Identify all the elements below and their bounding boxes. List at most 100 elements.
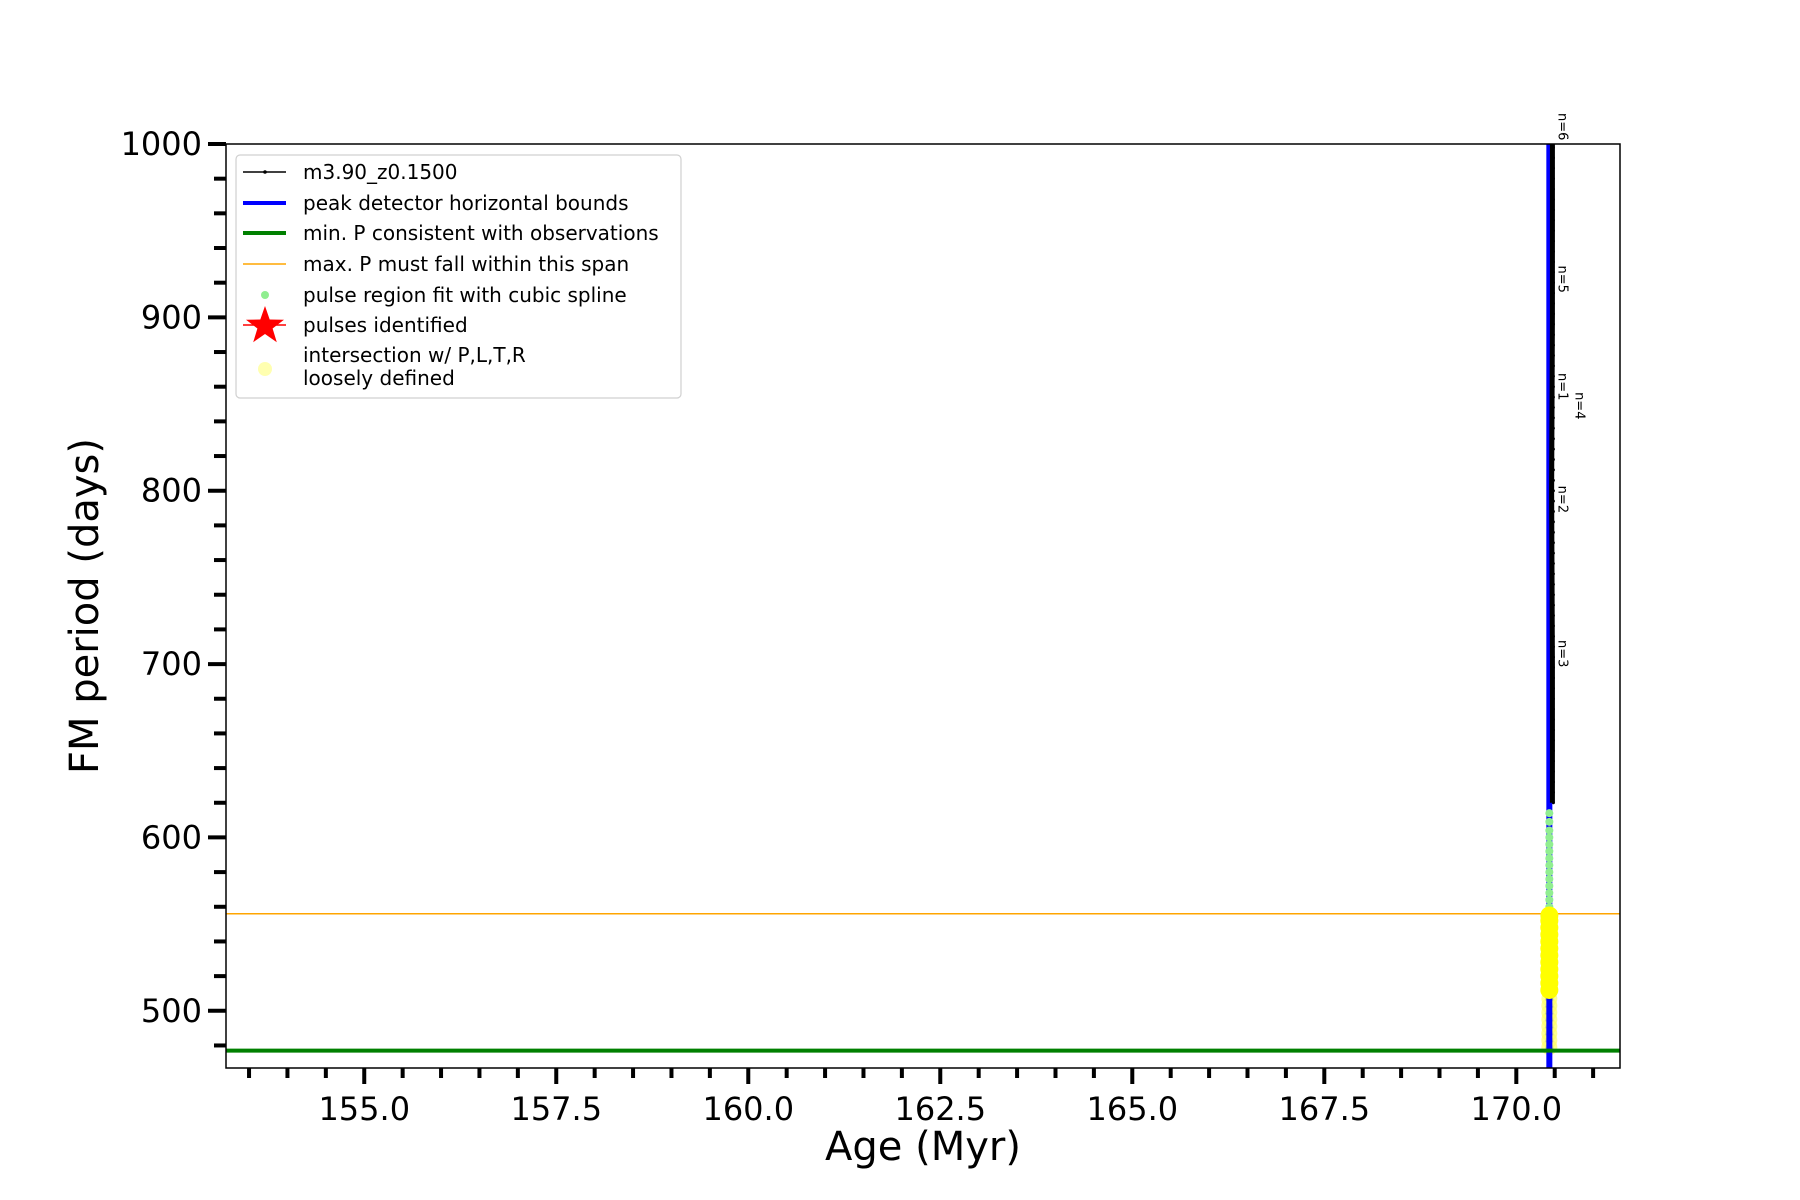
model-track-point [1551, 624, 1555, 628]
model-track-point [1551, 655, 1555, 659]
model-track-point [1551, 582, 1555, 586]
model-track-point [1551, 593, 1555, 597]
model-track-point [1551, 395, 1555, 399]
x-axis-label: Age (Myr) [825, 1124, 1021, 1170]
x-tick-label: 170.0 [1471, 1090, 1563, 1128]
mode-annotation: n=3 [1555, 640, 1570, 667]
y-tick-label: 900 [141, 298, 202, 336]
pulse-region-point [1545, 875, 1554, 884]
model-track-point [1551, 468, 1555, 472]
mode-annotation: n=4 [1572, 392, 1587, 419]
model-track-point [1551, 520, 1555, 524]
model-track-point [1551, 541, 1555, 545]
mode-annotation: n=2 [1555, 486, 1570, 513]
model-track-point [1551, 260, 1555, 264]
model-track-point [1551, 572, 1555, 576]
model-track-point [1551, 780, 1555, 784]
model-track-point [1551, 301, 1555, 305]
model-track-point [1551, 458, 1555, 462]
model-track-point [1551, 686, 1555, 690]
model-track-point [1551, 530, 1555, 534]
model-track-point [1551, 551, 1555, 555]
model-track-point [1551, 437, 1555, 441]
model-track-point [1551, 770, 1555, 774]
legend-label: loosely defined [303, 366, 455, 390]
legend-box [235, 154, 682, 399]
model-track-point [1551, 603, 1555, 607]
model-track-point [1551, 728, 1555, 732]
pulse-region-point [1545, 833, 1554, 842]
legend-label: max. P must fall within this span [303, 252, 629, 276]
model-track-point [1551, 478, 1555, 482]
model-track-point [1551, 353, 1555, 357]
model-track-point [1551, 707, 1555, 711]
model-track-point [1551, 281, 1555, 285]
legend-dot-icon [263, 170, 267, 174]
model-track-point [1551, 426, 1555, 430]
pulse-region-point [1545, 861, 1554, 870]
model-track-point [1551, 676, 1555, 680]
pulse-region-point [1545, 809, 1554, 818]
model-track-point [1551, 187, 1555, 191]
model-track-point [1551, 156, 1555, 160]
model-track-line [1549, 144, 1555, 803]
model-track-point [1551, 229, 1555, 233]
y-tick-label: 600 [141, 818, 202, 856]
x-tick-label: 167.5 [1278, 1090, 1370, 1128]
y-axis-label: FM period (days) [62, 438, 108, 774]
x-tick-label: 160.0 [702, 1090, 794, 1128]
y-tick-label: 700 [141, 645, 202, 683]
model-track-point [1551, 333, 1555, 337]
model-track-point [1551, 562, 1555, 566]
axis-ticks: 155.0 157.5 160.0 162.5 165.0 167.5 170.0 500 60… [121, 125, 1596, 1128]
intersection-point [1540, 906, 1559, 925]
y-tick-label: 800 [141, 472, 202, 510]
model-track-point [1551, 718, 1555, 722]
model-track-point [1551, 666, 1555, 670]
model-track-point [1551, 197, 1555, 201]
model-track-point [1551, 614, 1555, 618]
model-track-point [1551, 790, 1555, 794]
axes-frame [225, 143, 1621, 1069]
model-track-point [1551, 645, 1555, 649]
model-track-point [1551, 738, 1555, 742]
legend-label: pulse region fit with cubic spline [303, 283, 627, 307]
model-track-point [1551, 697, 1555, 701]
model-track-point [1551, 218, 1555, 222]
mode-annotation: n=6 [1555, 113, 1570, 140]
model-track-point [1551, 177, 1555, 181]
model-track-point [1551, 634, 1555, 638]
legend-circle-icon [258, 362, 272, 376]
model-track-point [1551, 489, 1555, 493]
pulse-region-point [1545, 895, 1554, 904]
pulse-region-point [1545, 888, 1554, 897]
model-track-point [1551, 364, 1555, 368]
pulse-region-point [1545, 826, 1554, 835]
pulse-region-point [1545, 881, 1554, 890]
model-track-point [1551, 166, 1555, 170]
model-track-point [1551, 447, 1555, 451]
x-tick-label: 155.0 [318, 1090, 410, 1128]
model-track-point [1551, 208, 1555, 212]
model-track-point [1551, 416, 1555, 420]
legend-dot-icon [261, 291, 269, 299]
model-track-point [1551, 374, 1555, 378]
model-track-point [1551, 249, 1555, 253]
model-track-point [1551, 759, 1555, 763]
star-icon [246, 306, 284, 343]
legend-label: m3.90_z0.1500 [303, 160, 458, 184]
model-track-point [1551, 322, 1555, 326]
mode-annotation: n=1 [1555, 373, 1570, 400]
model-track-point [1551, 406, 1555, 410]
model-track-point [1551, 510, 1555, 514]
y-tick-label: 1000 [121, 125, 202, 163]
legend-label: peak detector horizontal bounds [303, 191, 629, 215]
model-track-point [1551, 385, 1555, 389]
pulse-region-point [1545, 840, 1554, 849]
pulse-region-point [1545, 868, 1554, 877]
model-track-point [1551, 145, 1555, 149]
model-track-point [1551, 801, 1555, 805]
model-track-point [1551, 343, 1555, 347]
